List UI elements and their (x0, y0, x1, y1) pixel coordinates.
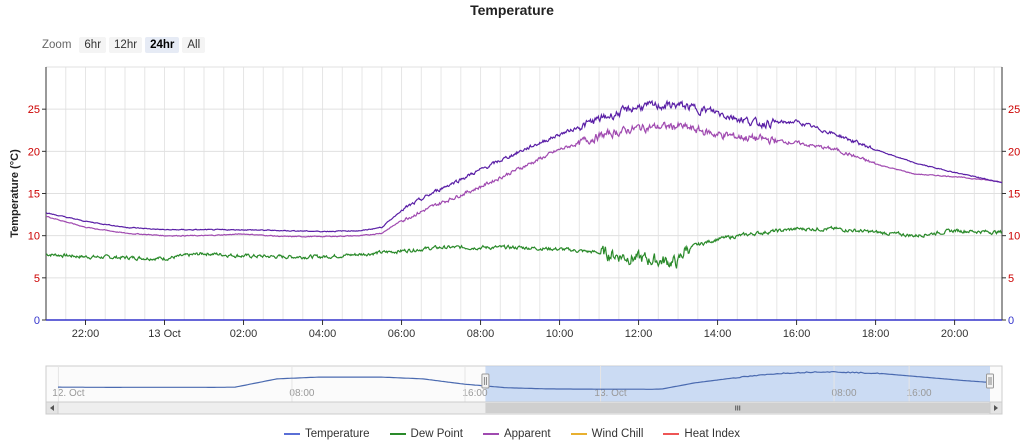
legend-swatch-heat-index (663, 433, 680, 435)
scroll-right-arrow-icon (994, 405, 998, 411)
y-tick-label-right: 0 (1008, 315, 1014, 327)
x-tick-label: 18:00 (862, 328, 890, 340)
y-tick-label-left: 5 (34, 273, 40, 285)
legend-swatch-temperature (283, 433, 300, 435)
y-tick-label-right: 10 (1008, 231, 1020, 243)
x-tick-label: 10:00 (546, 328, 574, 340)
legend-item-apparent[interactable]: Apparent (482, 428, 551, 440)
navigator-label: 13. Oct (594, 388, 626, 399)
navigator-label: 08:00 (289, 388, 314, 399)
series-line-temperature (45, 99, 1003, 233)
zoom-bar: Zoom 6hr 12hr 24hr All (42, 35, 208, 55)
legend-item-heat-index[interactable]: Heat Index (663, 428, 740, 440)
navigator-handle-left[interactable] (481, 373, 490, 389)
y-tick-label-left: 10 (28, 231, 40, 243)
legend-label-wind-chill: Wind Chill (591, 428, 644, 440)
navigator-label: 08:00 (832, 388, 857, 399)
navigator-series-line (58, 370, 991, 390)
legend-swatch-apparent (482, 433, 499, 435)
legend-label-dew-point: Dew Point (410, 428, 463, 440)
y-tick-label-left: 25 (28, 104, 40, 116)
chart-title: Temperature (470, 2, 554, 18)
legend-swatch-wind-chill (570, 433, 587, 435)
y-tick-label-left: 0 (34, 315, 40, 327)
navigator-label: 16:00 (907, 388, 932, 399)
zoom-all-button[interactable]: All (182, 37, 206, 53)
zoom-24hr-button[interactable]: 24hr (145, 37, 180, 53)
legend-label-apparent: Apparent (503, 428, 551, 440)
y-axis-title: Temperature (°C) (9, 149, 21, 238)
x-tick-label: 08:00 (467, 328, 495, 340)
x-tick-label: 22:00 (72, 328, 100, 340)
x-tick-label: 16:00 (783, 328, 811, 340)
x-tick-label: 13 Oct (148, 328, 180, 340)
navigator-label: 16:00 (462, 388, 487, 399)
series-line-apparent (45, 120, 1003, 238)
legend-item-wind-chill[interactable]: Wind Chill (570, 428, 644, 440)
navigator-label: 12. Oct (52, 388, 84, 399)
legend-item-dew-point[interactable]: Dew Point (389, 428, 463, 440)
chart-legend: Temperature Dew Point Apparent Wind Chil… (0, 428, 1024, 440)
navigator-handle-right[interactable] (986, 373, 994, 389)
y-tick-label-left: 15 (28, 189, 40, 201)
y-tick-label-right: 25 (1008, 104, 1020, 116)
x-tick-label: 06:00 (388, 328, 416, 340)
zoom-12hr-button[interactable]: 12hr (109, 37, 143, 53)
x-tick-label: 20:00 (941, 328, 969, 340)
x-tick-label: 02:00 (230, 328, 258, 340)
x-tick-label: 12:00 (625, 328, 653, 340)
y-tick-label-right: 15 (1008, 189, 1020, 201)
zoom-label: Zoom (42, 39, 72, 51)
legend-item-temperature[interactable]: Temperature (283, 428, 370, 440)
x-tick-label: 04:00 (309, 328, 337, 340)
scroll-left-arrow-icon (50, 405, 54, 411)
y-tick-label-left: 20 (28, 146, 40, 158)
legend-label-temperature: Temperature (304, 428, 370, 440)
y-tick-label-right: 5 (1008, 273, 1014, 285)
grid-lines (45, 66, 1002, 321)
series-line-dew-point (45, 225, 1002, 269)
legend-label-heat-index: Heat Index (684, 428, 741, 440)
navigator-selected-range (485, 366, 990, 402)
zoom-6hr-button[interactable]: 6hr (79, 37, 107, 53)
y-tick-label-right: 20 (1008, 146, 1020, 158)
x-tick-label: 14:00 (704, 328, 732, 340)
legend-swatch-dew-point (389, 433, 406, 435)
